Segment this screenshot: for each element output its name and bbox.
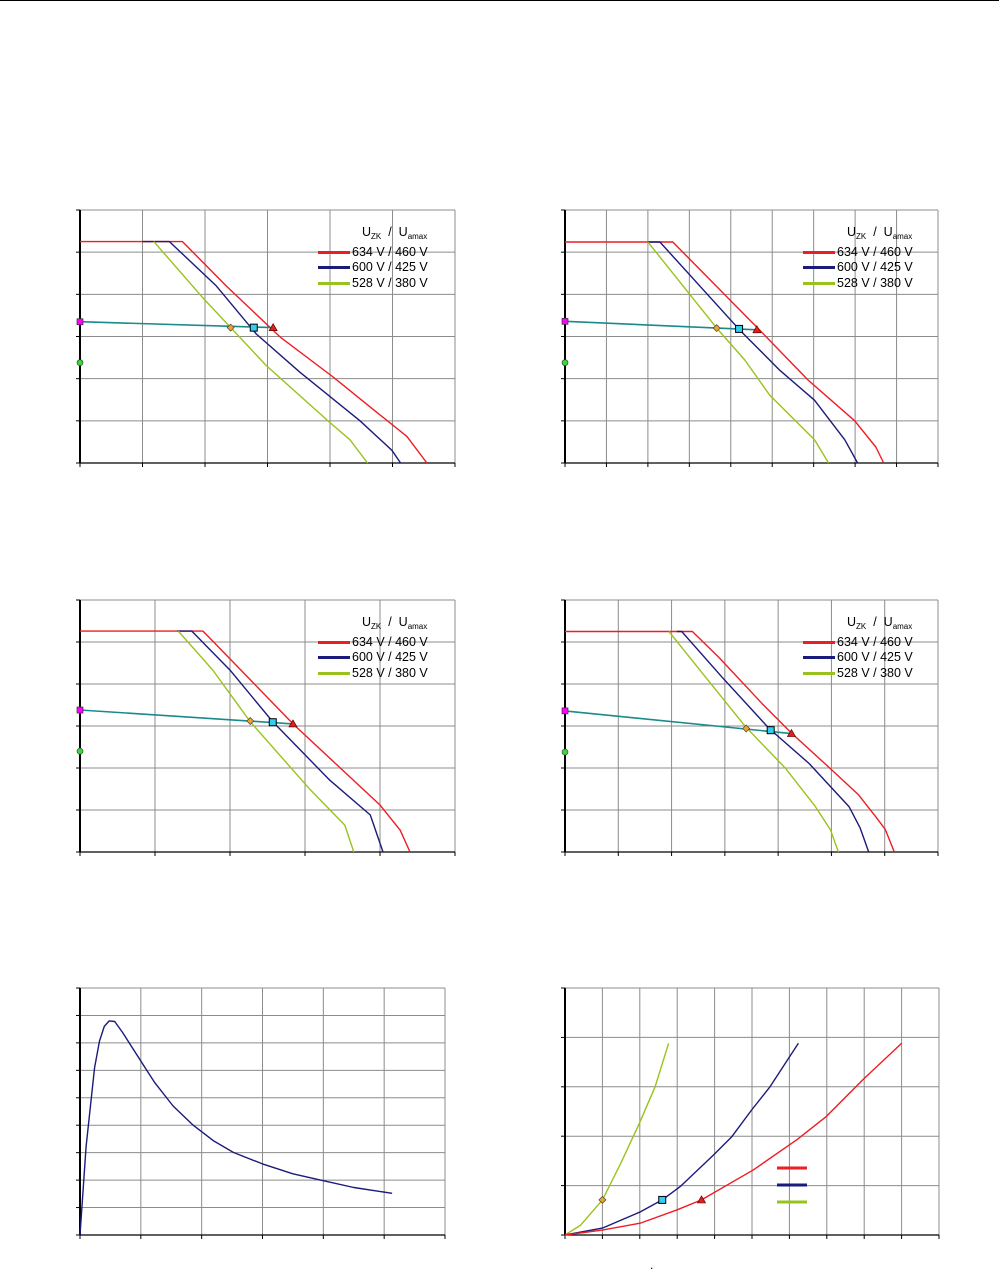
series-line-operating-line [564, 320, 757, 331]
series-line-operating-line [79, 709, 294, 725]
legend-swatch-green [803, 281, 835, 285]
series-line-528-v-380-v [177, 630, 355, 853]
square-marker [658, 1195, 667, 1204]
legend-swatch-blue [803, 656, 835, 660]
page-top-rule [0, 0, 999, 1]
legend-label: 528 V / 380 V [352, 665, 428, 680]
legend: UZK / Uamax 634 V / 460 V 600 V / 425 V … [318, 615, 428, 681]
series-line-634-v-460-v [565, 241, 885, 464]
axis-square-marker [561, 317, 569, 325]
circle-marker [561, 359, 569, 366]
legend-swatch-blue [318, 656, 350, 660]
series-line-634-v-460-v [80, 240, 428, 464]
chart-middle-left [76, 599, 456, 856]
legend-label: 528 V / 380 V [352, 275, 428, 290]
series-line-green [564, 1043, 670, 1236]
legend-entry-600v: 600 V / 425 V [318, 260, 428, 276]
square-marker [249, 323, 258, 332]
axis-square-marker [76, 706, 84, 714]
legend-entry-634v: 634 V / 460 V [318, 635, 428, 651]
series-line-600-v-425-v [647, 241, 859, 464]
legend-title: UZK / Uamax [847, 225, 913, 241]
legend-title: UZK / Uamax [362, 225, 428, 241]
legend-swatch-blue [318, 266, 350, 270]
series-line-528-v-380-v [647, 241, 830, 464]
legend: UZK / Uamax 634 V / 460 V 600 V / 425 V … [318, 225, 428, 291]
series-line-528-v-380-v [153, 241, 369, 464]
triangle-marker [288, 719, 298, 728]
legend-entry-528v: 528 V / 380 V [803, 666, 913, 682]
legend-entry-528v: 528 V / 380 V [803, 276, 913, 292]
legend-swatch-red [318, 250, 350, 254]
legend-title: UZK / Uamax [847, 615, 913, 631]
chart-middle-right [561, 599, 939, 856]
legend-swatch-green [318, 671, 350, 675]
legend-label: 600 V / 425 V [837, 260, 913, 274]
legend-label: 600 V / 425 V [837, 650, 913, 664]
chart-top-left [76, 209, 456, 467]
legend-entry-528v: 528 V / 380 V [318, 666, 428, 682]
legend-entry-600v: 600 V / 425 V [318, 650, 428, 666]
legend-swatch-blue [803, 266, 835, 270]
series-line-operating-line [79, 320, 274, 329]
legend-label: 634 V / 460 V [837, 634, 913, 649]
diamond-marker [742, 724, 751, 733]
legend-title: UZK / Uamax [362, 615, 428, 631]
legend-entry-528v: 528 V / 380 V [318, 276, 428, 292]
square-marker [766, 726, 775, 735]
legend: UZK / Uamax 634 V / 460 V 600 V / 425 V … [803, 615, 913, 681]
legend-label: 528 V / 380 V [837, 275, 913, 290]
series-line-634-v-460-v [80, 630, 411, 853]
triangle-marker [696, 1195, 707, 1204]
series-line-curve [79, 1020, 393, 1236]
series-line-blue [564, 1042, 799, 1236]
legend-swatch-green [318, 281, 350, 285]
legend-label: 600 V / 425 V [352, 650, 428, 664]
series-line-528-v-380-v [668, 631, 840, 853]
legend-entry-600v: 600 V / 425 V [803, 650, 913, 666]
chart-bottom-left [76, 987, 446, 1239]
legend-entry-634v: 634 V / 460 V [803, 635, 913, 651]
legend-label: 634 V / 460 V [352, 634, 428, 649]
triangle-marker [268, 322, 278, 331]
legend-label: 528 V / 380 V [837, 665, 913, 680]
axis-square-marker [561, 707, 569, 715]
diamond-marker [226, 323, 235, 332]
legend-label: 634 V / 460 V [352, 244, 428, 259]
legend-entry-600v: 600 V / 425 V [803, 260, 913, 276]
diamond-marker [712, 324, 721, 333]
triangle-marker [786, 728, 797, 737]
square-marker [735, 324, 744, 333]
legend-swatch-red [803, 250, 835, 254]
diamond-marker [246, 716, 255, 725]
stray-mark: . [650, 1258, 654, 1272]
chart-top-right [561, 209, 939, 467]
circle-marker [76, 359, 84, 366]
legend-entry-634v: 634 V / 460 V [318, 245, 428, 261]
legend-entry-634v: 634 V / 460 V [803, 245, 913, 261]
square-marker [268, 718, 277, 727]
legend: UZK / Uamax 634 V / 460 V 600 V / 425 V … [803, 225, 913, 291]
circle-marker [561, 748, 569, 756]
legend-swatch-red [803, 640, 835, 644]
legend-label: 600 V / 425 V [352, 260, 428, 274]
axis-square-marker [76, 318, 84, 326]
series-line-600-v-425-v [142, 240, 402, 464]
chart-bottom-right [561, 987, 940, 1239]
legend-label: 634 V / 460 V [837, 244, 913, 259]
triangle-marker [752, 325, 762, 334]
series-line-red [564, 1042, 903, 1236]
legend-swatch-red [318, 640, 350, 644]
series-line-634-v-460-v [565, 630, 895, 853]
series-line-operating-line [564, 710, 792, 735]
diamond-marker [598, 1195, 607, 1204]
circle-marker [76, 747, 84, 755]
series-line-600-v-425-v [676, 630, 870, 853]
legend-swatch-green [803, 671, 835, 675]
